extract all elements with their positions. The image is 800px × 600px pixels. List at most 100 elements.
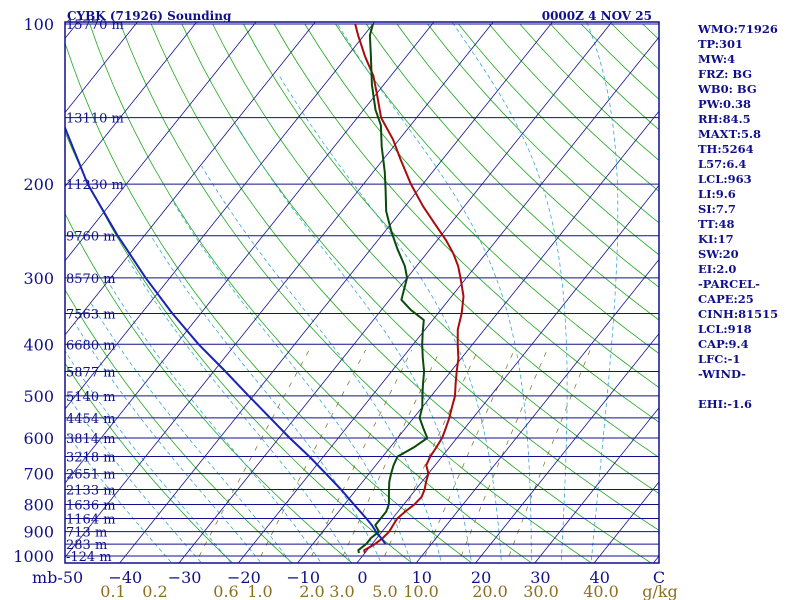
height-label: 2133 m [66,484,116,499]
mixing-ratio-label: 0.6 [213,582,238,600]
pressure-tick-label: 700 [23,465,54,484]
dry-adiabat [335,23,659,355]
index-item: LFC:-1 [698,352,741,366]
pressure-tick-label: 300 [23,269,54,288]
moist-adiabat [172,200,412,563]
height-label: 5877 m [66,366,116,381]
isotherm [0,12,27,567]
temperature-trace [354,23,465,554]
dry-adiabat [181,23,659,531]
index-item: -WIND- [698,367,746,381]
temperature-tick-label: 30 [530,568,550,587]
moist-adiabat [126,257,352,563]
height-label: 13110 m [66,112,124,127]
dry-adiabat [120,23,593,563]
height-label: 4454 m [66,412,116,427]
dry-adiabat [65,212,353,563]
index-item: TT:48 [698,217,735,231]
temperature-tick-label: −30 [168,568,202,587]
temperature-tick-label: mb-50 [32,568,83,587]
mixing-ratio-line [257,349,366,563]
height-label: 6680 m [66,338,116,353]
pressure-tick-label: 1000 [13,547,54,566]
moist-adiabat [586,22,619,563]
mixing-ratio-label: g/kg [642,582,678,600]
pressure-tick-label: 500 [23,387,54,406]
temperature-tick-label: −40 [108,568,142,587]
isotherm [65,22,435,484]
isotherm [237,36,659,563]
height-label: -124 m [66,550,112,565]
index-item: LI:9.6 [698,187,736,201]
isotherm [65,22,138,114]
index-item: MW:4 [698,52,736,66]
index-item: LCL:918 [698,322,752,336]
pressure-tick-label: 100 [23,15,54,34]
height-label: 11230 m [66,178,124,193]
dry-adiabat [427,23,659,256]
height-label: 9760 m [66,230,116,245]
sounding-indices-panel: WMO:71926 TP:301 MW:4 FRZ: BG WB0: BG PW:0.38… [698,22,798,412]
dry-adiabat [304,23,659,389]
mixing-ratio-label: 0.2 [142,582,167,600]
height-label: 283 m [66,538,107,553]
sounding-traces [65,23,465,554]
index-item: MAXT:5.8 [698,127,761,141]
moist-adiabat [65,350,232,563]
moist-adiabat [236,125,472,563]
mixing-ratio-label: 40.0 [583,582,619,600]
dry-adiabat [150,23,652,563]
index-item: FRZ: BG [698,67,753,81]
mixing-ratio-label: 2.0 [299,582,324,600]
moist-adiabat [201,165,442,563]
mixing-ratio-line [421,349,515,563]
index-item: LCL:963 [698,172,752,186]
index-item: TH:5264 [698,142,754,156]
isotherm [178,22,613,563]
temperature-tick-label: −10 [286,568,320,587]
plot-frame [64,21,660,564]
moist-adiabat [150,235,382,563]
index-item: -PARCEL- [698,277,760,291]
index-item: WB0: BG [698,82,757,96]
index-item: TP:301 [698,37,744,51]
height-label: 713 m [66,526,107,541]
moist-adiabat [65,429,173,563]
height-label: 7563 m [66,307,116,322]
height-label: 1164 m [66,512,116,527]
moist-adiabat [335,22,532,563]
mixing-ratio-label: 10.0 [403,582,439,600]
index-item: CINH:81515 [698,307,779,321]
isotherm [297,110,659,563]
height-label: 3218 m [66,450,116,465]
temperature-tick-label: 40 [590,568,610,587]
index-item: KI:17 [698,232,734,246]
temperature-tick-label: 0 [357,568,367,587]
temperature-tick-label: −20 [227,568,261,587]
moist-adiabat [90,303,292,563]
mixing-ratio-label: 1.0 [247,582,272,600]
height-label: 5140 m [66,390,116,405]
mixing-ratio-line [195,349,310,563]
height-label: 1636 m [66,498,116,513]
dry-adiabat [243,23,659,458]
index-item: L57:6.4 [698,157,747,171]
height-label: 3814 m [66,432,116,447]
chart-title: CYBK (71926) Sounding [67,9,232,23]
height-label: 8570 m [66,272,116,287]
mixing-ratio-label: 30.0 [523,582,559,600]
mixing-ratio-label: 3.0 [329,582,354,600]
index-item: SI:7.7 [698,202,736,216]
dry-adiabat [65,288,293,563]
temperature-tick-label: 10 [412,568,432,587]
pressure-tick-label: 800 [23,495,54,514]
dry-adiabat [65,362,234,563]
moist-adiabat [65,391,203,563]
temperature-tick-label: C [653,568,665,587]
index-spacer [698,382,798,397]
moist-adiabat [107,281,322,563]
index-item: EHI:-1.6 [698,397,753,411]
isotherm [415,258,659,563]
dry-adiabat [365,23,659,321]
mixing-ratio-label: 0.1 [100,582,125,600]
